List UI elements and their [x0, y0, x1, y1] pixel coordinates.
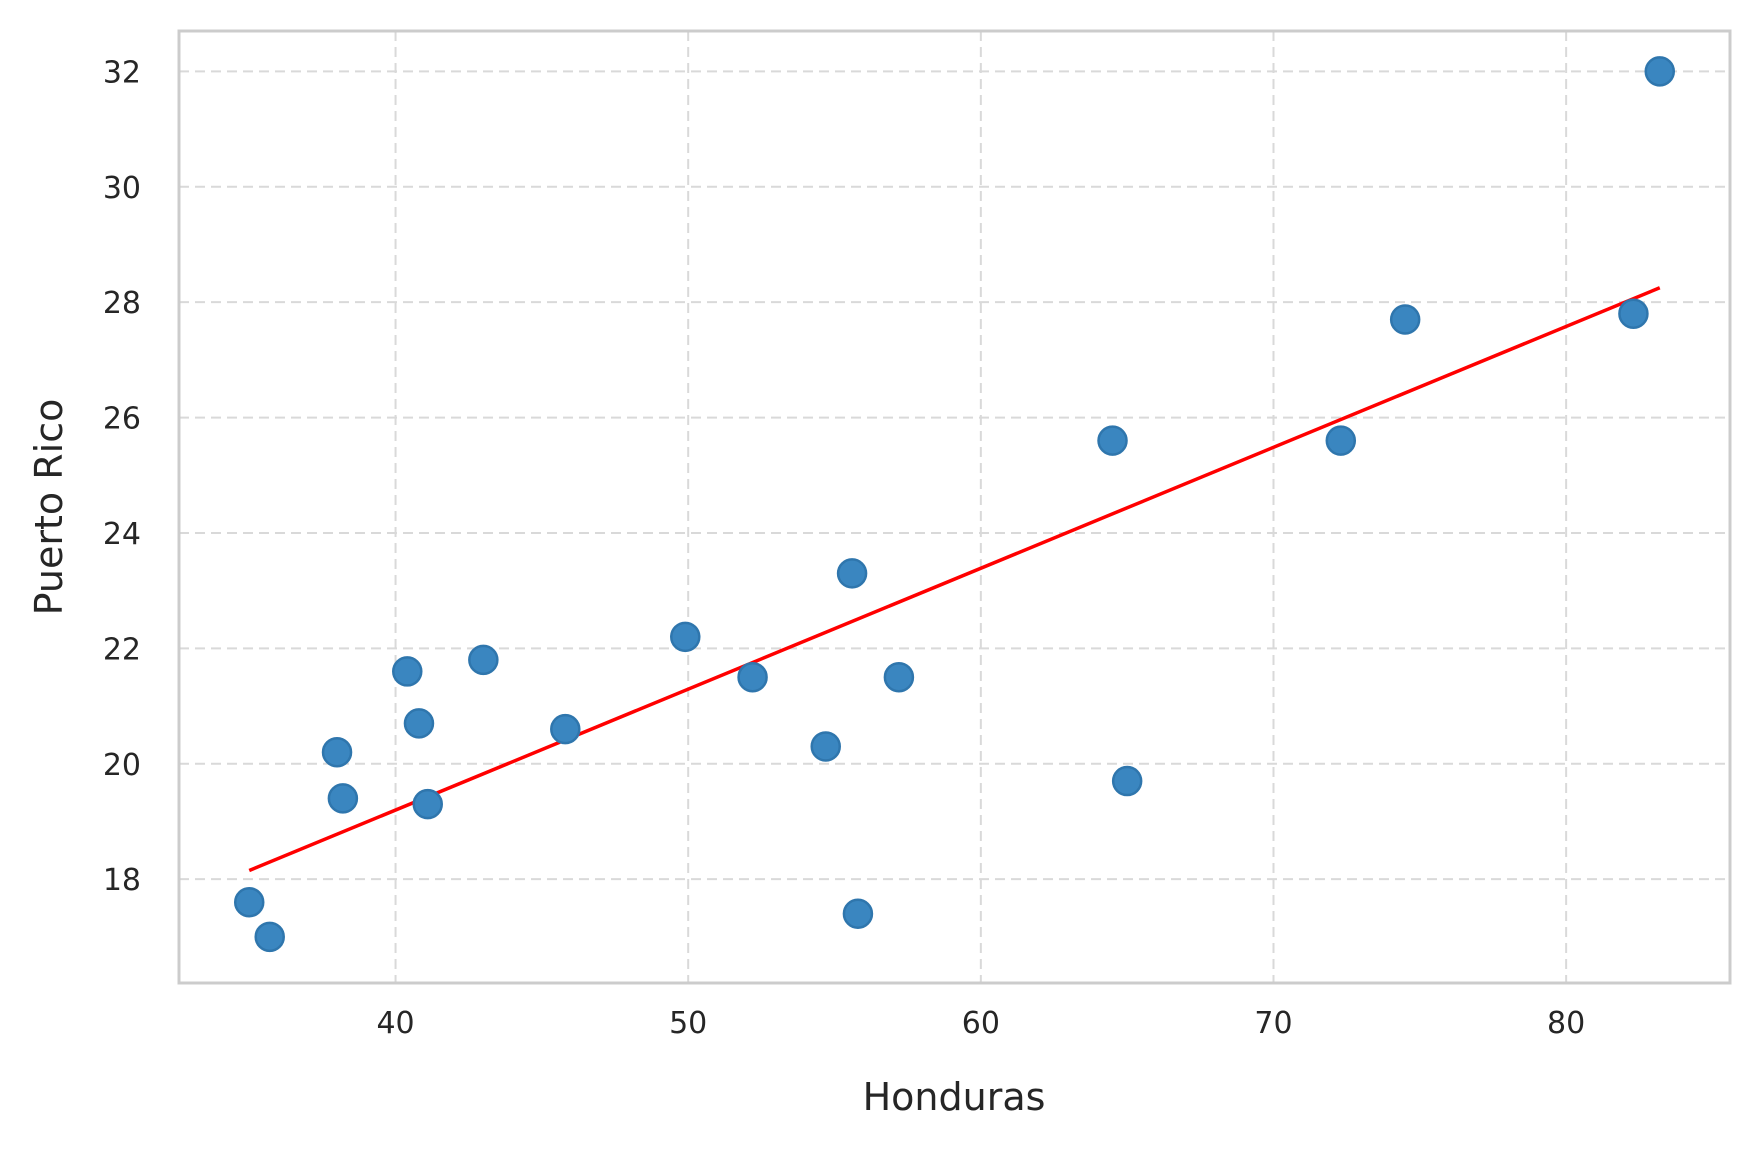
data-point — [392, 656, 423, 687]
x-tick-label: 40 — [376, 1006, 414, 1041]
y-tick-label: 28 — [103, 286, 141, 321]
x-tick-label: 80 — [1547, 1006, 1585, 1041]
x-tick-label: 60 — [962, 1006, 1000, 1041]
data-point — [810, 731, 841, 762]
data-point — [254, 921, 285, 953]
data-point — [670, 621, 701, 653]
data-point — [1389, 304, 1421, 335]
data-points — [233, 56, 1676, 953]
regression-line-group — [248, 286, 1661, 873]
plot-frame — [177, 29, 1732, 985]
data-point — [321, 736, 353, 768]
data-point — [233, 886, 265, 918]
y-tick-label: 32 — [103, 55, 141, 90]
data-point — [1618, 298, 1649, 329]
data-point — [1325, 425, 1357, 456]
grid — [179, 31, 1730, 983]
data-point — [550, 713, 581, 745]
y-axis-label: Puerto Rico — [27, 399, 71, 616]
data-point — [1111, 765, 1143, 797]
data-point — [468, 644, 499, 676]
x-axis-label: Honduras — [863, 1075, 1046, 1119]
x-tick-labels: 40 50 60 70 80 — [376, 1006, 1585, 1041]
y-tick-label: 18 — [103, 863, 141, 898]
y-tick-label: 22 — [103, 632, 141, 667]
data-point — [412, 788, 443, 820]
data-point — [403, 708, 435, 739]
data-point — [1097, 425, 1128, 456]
data-point — [842, 898, 874, 930]
data-point — [327, 783, 359, 814]
y-tick-label: 20 — [103, 748, 141, 783]
y-tick-label: 30 — [103, 171, 141, 206]
y-tick-label: 26 — [103, 402, 141, 437]
regression-line — [248, 286, 1661, 873]
data-point — [883, 661, 915, 693]
x-tick-label: 50 — [669, 1006, 707, 1041]
x-tick-label: 70 — [1254, 1006, 1292, 1041]
data-point — [836, 558, 868, 589]
y-tick-label: 24 — [103, 517, 141, 552]
y-tick-labels: 18 20 22 24 26 28 30 32 — [103, 55, 141, 898]
data-point — [737, 661, 768, 693]
data-point — [1644, 56, 1676, 87]
